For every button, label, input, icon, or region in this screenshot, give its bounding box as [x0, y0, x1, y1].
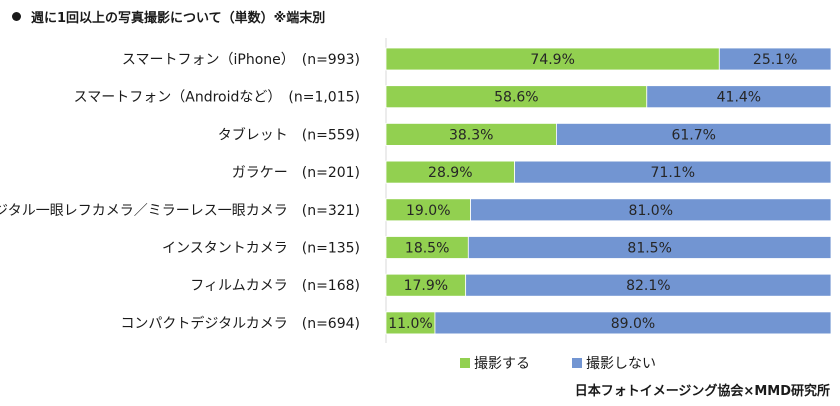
data-label-series-1: 41.4% — [717, 90, 761, 106]
data-label-series-0: 58.6% — [494, 90, 538, 106]
category-label: スマートフォン（iPhone） (n=993) — [122, 52, 360, 68]
data-label-series-0: 11.0% — [388, 316, 432, 332]
legend-swatch-series-0 — [460, 358, 470, 368]
data-label-series-0: 38.3% — [449, 127, 493, 143]
data-label-series-0: 19.0% — [406, 203, 450, 219]
category-label: デジタル一眼レフカメラ／ミラーレス一眼カメラ (n=321) — [0, 202, 360, 219]
bar-segment-series-1 — [467, 236, 832, 259]
bar-segment-series-1 — [514, 160, 832, 184]
bar-segment-series-1 — [470, 198, 832, 222]
category-label: インスタントカメラ (n=135) — [162, 241, 360, 257]
legend-item-series-0: 撮影する — [460, 353, 530, 373]
legend-swatch-series-1 — [572, 358, 582, 368]
legend-label-series-1: 撮影しない — [586, 356, 656, 372]
source-credit: 日本フォトイメージング協会×MMD研究所 — [574, 384, 830, 399]
category-label: フィルムカメラ (n=168) — [190, 278, 360, 294]
data-label-series-1: 81.0% — [629, 203, 673, 219]
data-label-series-0: 74.9% — [530, 52, 574, 68]
bar-segment-series-1 — [646, 85, 832, 109]
bar-segment-series-1 — [556, 123, 832, 146]
bar-segment-series-1 — [465, 273, 832, 297]
data-label-series-1: 71.1% — [651, 165, 695, 181]
data-label-series-1: 82.1% — [626, 278, 670, 294]
category-label: タブレット (n=559) — [218, 126, 360, 143]
category-label: コンパクトデジタルカメラ (n=694) — [120, 315, 360, 332]
legend: 撮影する 撮影しない — [460, 353, 656, 373]
legend-item-series-1: 撮影しない — [572, 353, 656, 373]
bullet-icon — [12, 12, 21, 21]
legend-label-series-0: 撮影する — [474, 356, 530, 372]
bar-segment-series-1 — [434, 311, 832, 335]
chart-title-text: 週に1回以上の写真撮影について（単数）※端末別 — [31, 11, 326, 26]
data-label-series-0: 17.9% — [404, 278, 448, 294]
data-label-series-0: 28.9% — [428, 165, 472, 181]
data-label-series-1: 61.7% — [671, 127, 715, 143]
category-label: ガラケー (n=201) — [232, 165, 360, 181]
bar-segment-series-1 — [718, 47, 832, 71]
data-label-series-1: 25.1% — [753, 52, 797, 68]
data-label-series-1: 81.5% — [627, 241, 671, 257]
data-label-series-1: 89.0% — [611, 316, 655, 332]
chart-title: 週に1回以上の写真撮影について（単数）※端末別 — [12, 7, 325, 26]
category-label: スマートフォン（Androidなど） (n=1,015) — [74, 90, 360, 106]
data-label-series-0: 18.5% — [405, 241, 449, 257]
